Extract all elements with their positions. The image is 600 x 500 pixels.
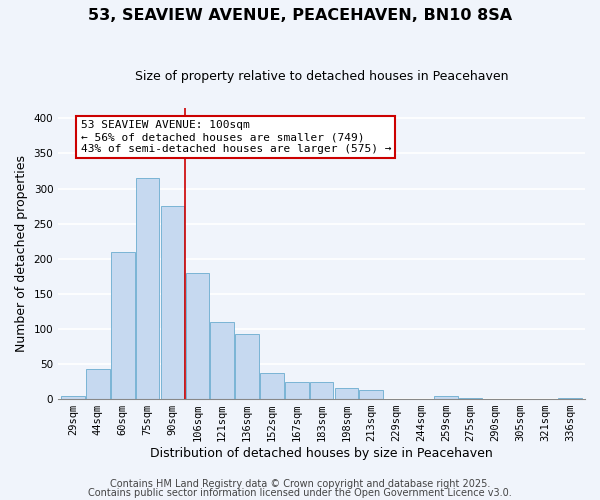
Title: Size of property relative to detached houses in Peacehaven: Size of property relative to detached ho… xyxy=(135,70,508,83)
Bar xyxy=(111,252,134,399)
Bar xyxy=(285,382,308,399)
Text: Contains HM Land Registry data © Crown copyright and database right 2025.: Contains HM Land Registry data © Crown c… xyxy=(110,479,490,489)
Text: Contains public sector information licensed under the Open Government Licence v3: Contains public sector information licen… xyxy=(88,488,512,498)
Text: 53, SEAVIEW AVENUE, PEACEHAVEN, BN10 8SA: 53, SEAVIEW AVENUE, PEACEHAVEN, BN10 8SA xyxy=(88,8,512,22)
Bar xyxy=(211,322,234,399)
Bar xyxy=(235,334,259,399)
Bar xyxy=(434,396,458,399)
Bar xyxy=(335,388,358,399)
Bar xyxy=(260,373,284,399)
Bar xyxy=(86,369,110,399)
Bar xyxy=(185,272,209,399)
Bar xyxy=(310,382,334,399)
Bar xyxy=(459,398,482,399)
Bar xyxy=(558,398,582,399)
X-axis label: Distribution of detached houses by size in Peacehaven: Distribution of detached houses by size … xyxy=(150,447,493,460)
Text: 53 SEAVIEW AVENUE: 100sqm
← 56% of detached houses are smaller (749)
43% of semi: 53 SEAVIEW AVENUE: 100sqm ← 56% of detac… xyxy=(80,120,391,154)
Bar xyxy=(359,390,383,399)
Bar xyxy=(61,396,85,399)
Bar xyxy=(136,178,160,399)
Y-axis label: Number of detached properties: Number of detached properties xyxy=(15,155,28,352)
Bar xyxy=(161,206,184,399)
